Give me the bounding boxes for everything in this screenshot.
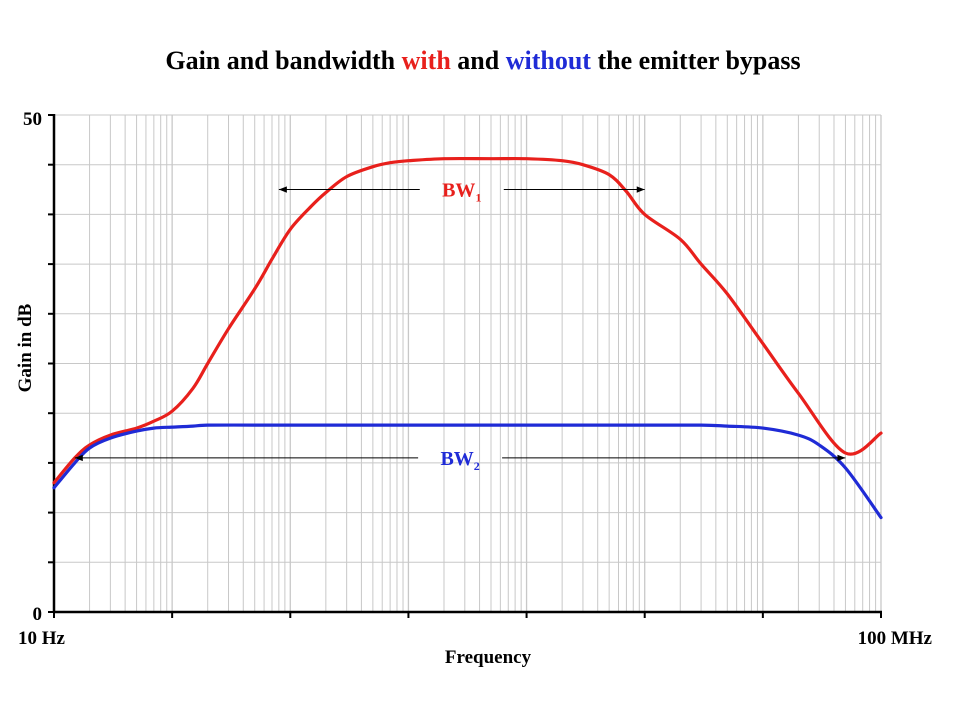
- bw2-label: BW2: [440, 448, 479, 473]
- axes: [48, 114, 882, 618]
- title-part-3: and: [451, 46, 506, 75]
- y-tick-label-max: 50: [23, 109, 42, 130]
- y-tick-label-min: 0: [33, 604, 43, 625]
- x-tick-label-min: 10 Hz: [18, 628, 66, 649]
- title-part-5: the emitter bypass: [591, 46, 801, 75]
- bw1-label: BW1: [442, 180, 481, 205]
- title-part-without: without: [506, 46, 592, 75]
- title-part-1: Gain and bandwidth: [165, 46, 401, 75]
- y-axis-label: Gain in dB: [15, 303, 36, 392]
- chart-title: Gain and bandwidth with and without the …: [165, 46, 800, 75]
- x-tick-label-max: 100 MHz: [858, 628, 933, 649]
- bw2-label-main: BW: [440, 448, 473, 470]
- bw1-label-main: BW: [442, 180, 475, 202]
- grid: [54, 114, 882, 612]
- series-line-without: [52, 423, 883, 520]
- series-line-with: [52, 156, 883, 485]
- series: [52, 156, 883, 520]
- bw1-label-sub: 1: [475, 191, 481, 205]
- title-part-with: with: [402, 46, 452, 75]
- x-axis-label: Frequency: [445, 647, 532, 668]
- bw2-label-sub: 2: [474, 459, 480, 473]
